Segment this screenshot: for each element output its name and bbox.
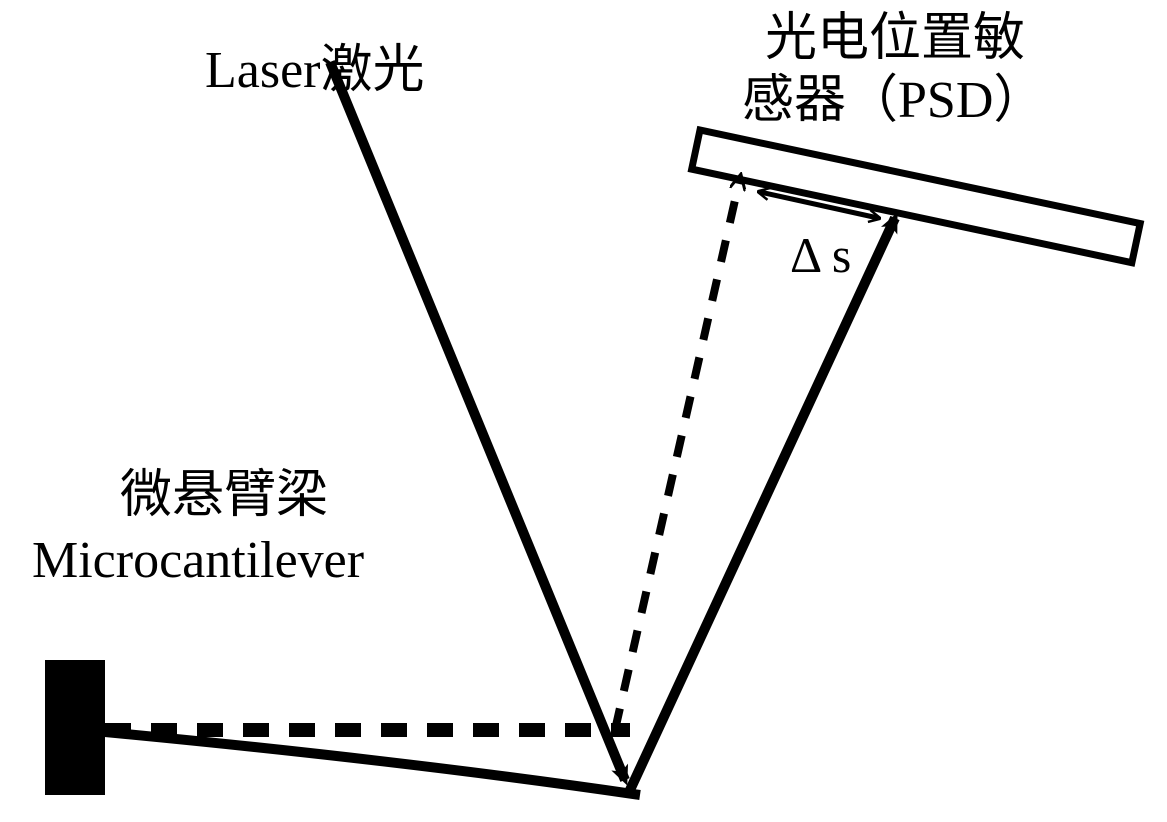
reflected-beam-original (615, 178, 740, 730)
laser-incoming (330, 62, 625, 780)
cantilever-label-line2: Microcantilever (32, 530, 364, 592)
psd-label-line2: 感器（PSD） (742, 70, 1045, 132)
reflected-beam-bent (630, 218, 895, 790)
psd-detector (692, 130, 1140, 263)
anchor-block (45, 660, 105, 795)
laser-label: Laser激光 (205, 40, 424, 102)
cantilever-bent (105, 732, 640, 795)
diagram-container: Laser激光 光电位置敏 感器（PSD） 微悬臂梁 Microcantilev… (0, 0, 1167, 822)
cantilever-label-line1: 微悬臂梁 (120, 465, 328, 527)
delta-s-label: Δ s (790, 225, 851, 285)
psd-label-line1: 光电位置敏 (765, 8, 1025, 70)
